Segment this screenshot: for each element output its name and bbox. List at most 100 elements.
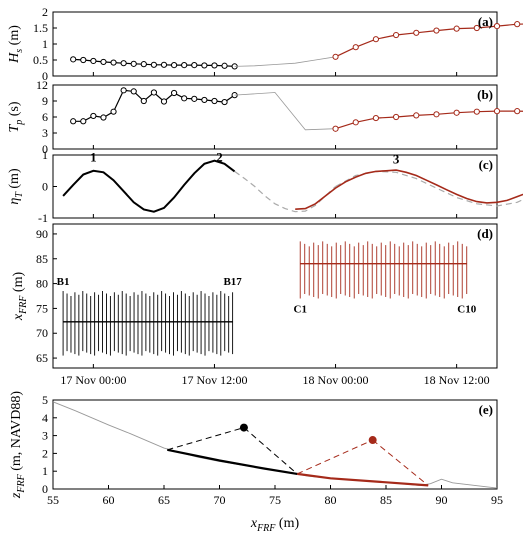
y-tick-label: 0.5 (33, 53, 48, 67)
y-tick-label: 80 (36, 277, 48, 291)
data-point (211, 97, 218, 105)
data-point (221, 62, 228, 69)
panel-d-positions: 65 70 75 80 85 90 17 Nov 00:00 17 Nov 12:00 18 N… (11, 223, 498, 387)
x-tick-label: 90 (436, 493, 448, 507)
data-point (170, 62, 178, 69)
y-label-sub: FRF (16, 473, 27, 493)
tide-line-0 (62, 159, 236, 213)
y-tick-label: 1 (42, 148, 48, 162)
profile-line-1 (167, 448, 298, 475)
data-point (413, 112, 420, 119)
data-point (191, 62, 198, 69)
data-point (130, 88, 137, 95)
data-point (352, 119, 359, 126)
data-point (150, 61, 158, 68)
y-label-main: H (7, 52, 22, 64)
x-label-main: x (250, 516, 258, 531)
x-tick-label: 18 Nov 00:00 (303, 373, 369, 387)
data-point (493, 108, 501, 115)
profile-line-2 (297, 472, 429, 487)
data-point (392, 31, 400, 39)
y-tick-label: 9 (42, 94, 48, 108)
instrument-marker (368, 436, 377, 445)
y-tick-label: 2 (42, 5, 48, 19)
panel-label: (d) (477, 226, 493, 241)
data-point (191, 95, 198, 102)
y-tick-label: 1.5 (33, 21, 48, 35)
y-label-main: z (9, 492, 24, 499)
y-axis-label: ηT (m) (7, 168, 25, 205)
instrument-marker (239, 423, 248, 432)
data-point (120, 87, 127, 94)
y-tick-label: 3 (42, 126, 48, 140)
group-end-label: C10 (457, 303, 476, 315)
y-tick-label: 1 (42, 37, 48, 51)
x-tick-label: 60 (103, 493, 115, 507)
y-tick-label: 3 (42, 429, 48, 443)
y-label-unit: (s) (7, 101, 22, 120)
y-label-unit: (m) (7, 25, 22, 49)
data-point (70, 56, 77, 63)
data-point (90, 112, 97, 120)
y-label-unit: (m, NAVD88) (9, 391, 24, 475)
panel-c-tide: -1 0 1 1 2 3 ηT (m) (c) (7, 148, 523, 225)
panel-e-frame (52, 399, 498, 490)
y-tick-label: 90 (36, 227, 48, 241)
group-start-label: C1 (294, 303, 307, 315)
group-end-label: B17 (223, 276, 242, 288)
y-tick-label: 6 (42, 110, 48, 124)
y-tick-label: 1 (42, 464, 48, 478)
y-label-sub: s (14, 49, 25, 53)
series-line-1 (234, 92, 336, 131)
panel-label: (c) (479, 157, 493, 172)
data-point (140, 61, 147, 68)
x-tick-label: 75 (269, 493, 281, 507)
data-point (201, 62, 208, 69)
data-point (100, 58, 107, 66)
tide-annotation: 3 (393, 152, 400, 167)
data-point (372, 114, 380, 122)
data-point (221, 98, 228, 106)
data-point (473, 24, 480, 32)
data-point (211, 62, 218, 69)
x-tick-label: 70 (214, 493, 226, 507)
data-point (120, 60, 127, 67)
panel-label: (e) (479, 402, 493, 417)
x-label-sub: FRF (256, 523, 276, 534)
data-point (160, 61, 168, 68)
x-label-unit: (m) (275, 516, 299, 531)
panel-d-frame (52, 223, 498, 369)
tide-annotation: 2 (216, 149, 223, 164)
y-tick-label: -1 (38, 211, 48, 225)
x-tick-label: 85 (380, 493, 392, 507)
data-point (181, 95, 188, 102)
data-point (514, 21, 521, 28)
panel-label: (a) (478, 14, 493, 29)
projection-line (243, 427, 298, 475)
panel-a-waveheight: 0 0.5 1 1.5 2 Hs (m) (a) (7, 5, 523, 83)
data-point (181, 62, 188, 69)
tide-line-2 (335, 170, 523, 207)
data-point (493, 22, 501, 30)
data-point (70, 118, 77, 125)
data-point (110, 108, 117, 115)
series-line-2 (335, 23, 523, 58)
data-point (433, 27, 440, 34)
panel-label: (b) (477, 87, 493, 102)
x-tick-label: 55 (47, 493, 59, 507)
data-point (160, 98, 168, 105)
data-point (140, 97, 147, 105)
projection-line (296, 439, 373, 475)
data-point (170, 89, 178, 97)
tide-line-3 (295, 169, 523, 210)
tide-annotation: 1 (90, 149, 97, 164)
x-tick-label: 80 (325, 493, 337, 507)
series-line-1 (234, 56, 336, 67)
data-point (90, 57, 97, 65)
projection-line (167, 427, 245, 451)
y-axis-label: zFRF (m, NAVD88) (9, 391, 27, 499)
series-line-2 (335, 110, 523, 130)
y-tick-label: 0 (42, 142, 48, 156)
